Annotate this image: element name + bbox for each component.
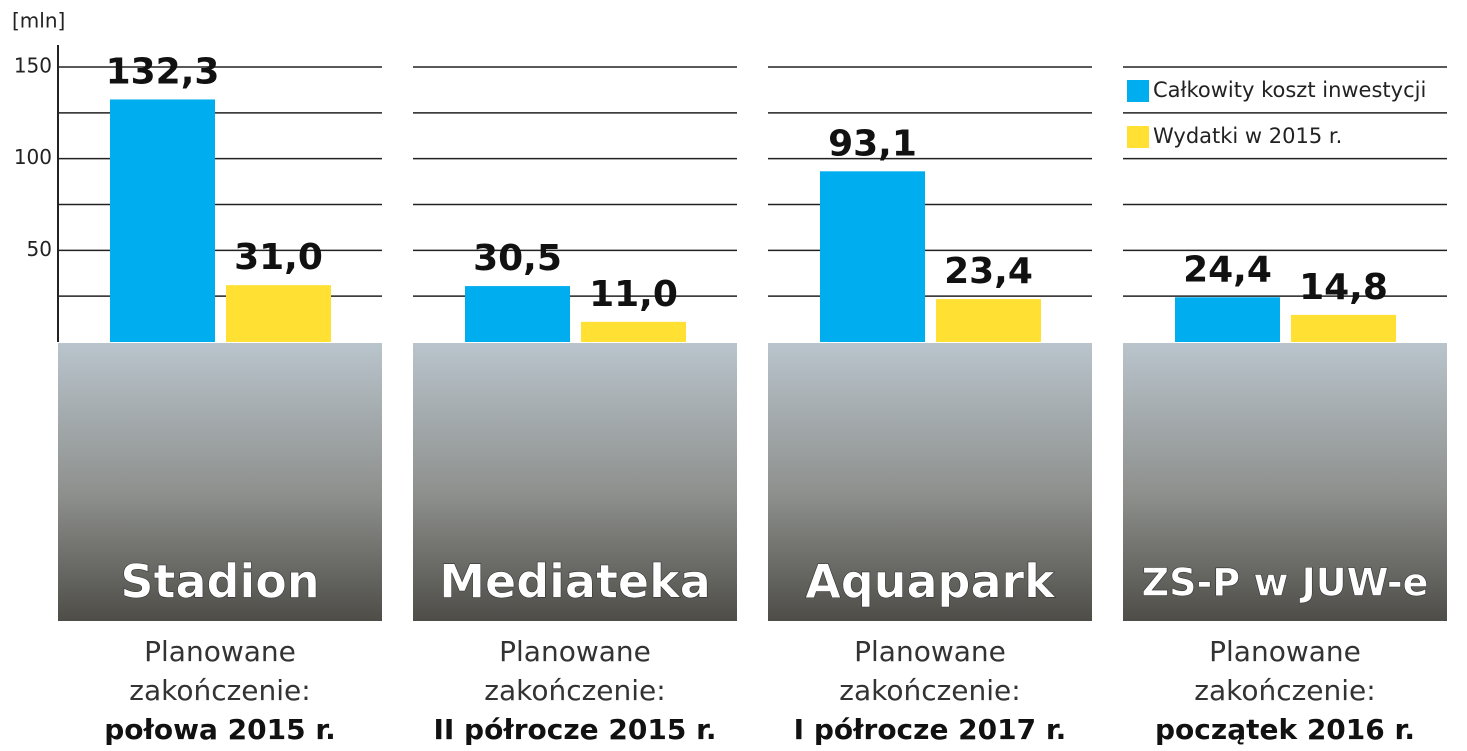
- photo: [1123, 343, 1447, 621]
- value-label: 30,5: [473, 238, 562, 279]
- category-label: ZS-P w JUW-e: [1142, 561, 1429, 605]
- completion-label: zakończenie:: [839, 674, 1020, 707]
- completion-date: początek 2016 r.: [1155, 713, 1415, 746]
- completion-label: Planowane: [144, 635, 296, 668]
- bar: [226, 285, 331, 342]
- value-label: 14,8: [1299, 267, 1388, 308]
- bar: [581, 321, 686, 342]
- photo: [58, 343, 382, 621]
- bar: [110, 99, 215, 342]
- completion-label: Planowane: [1209, 635, 1361, 668]
- category-label: Aquapark: [805, 555, 1056, 609]
- photo: [413, 343, 737, 621]
- value-label: 23,4: [944, 251, 1033, 292]
- completion-label: zakończenie:: [1194, 674, 1375, 707]
- completion-date: połowa 2015 r.: [104, 713, 336, 746]
- completion-label: Planowane: [854, 635, 1006, 668]
- completion-label: Planowane: [499, 635, 651, 668]
- legend-label: Całkowity koszt inwestycji: [1153, 78, 1426, 102]
- category-label: Mediateka: [439, 555, 711, 609]
- completion-label: zakończenie:: [484, 674, 665, 707]
- y-unit: [mln]: [12, 9, 65, 33]
- y-tick-label: 150: [14, 54, 52, 78]
- value-label: 11,0: [589, 274, 678, 315]
- value-label: 93,1: [828, 123, 917, 164]
- category-label: Stadion: [120, 555, 319, 609]
- y-tick-label: 100: [14, 145, 52, 169]
- bar: [936, 299, 1041, 342]
- value-label: 132,3: [106, 51, 220, 92]
- value-label: 31,0: [234, 237, 323, 278]
- bar: [1291, 314, 1396, 342]
- completion-date: II półrocze 2015 r.: [433, 713, 716, 746]
- completion-label: zakończenie:: [129, 674, 310, 707]
- y-tick-label: 50: [27, 237, 52, 261]
- completion-date: I półrocze 2017 r.: [794, 713, 1067, 746]
- bar: [1175, 297, 1280, 342]
- value-label: 24,4: [1183, 249, 1272, 290]
- legend-swatch: [1127, 126, 1149, 148]
- bar: [465, 286, 570, 342]
- photo: [768, 343, 1092, 621]
- legend-swatch: [1127, 80, 1149, 102]
- legend-label: Wydatki w 2015 r.: [1153, 124, 1342, 148]
- bar: [820, 171, 925, 342]
